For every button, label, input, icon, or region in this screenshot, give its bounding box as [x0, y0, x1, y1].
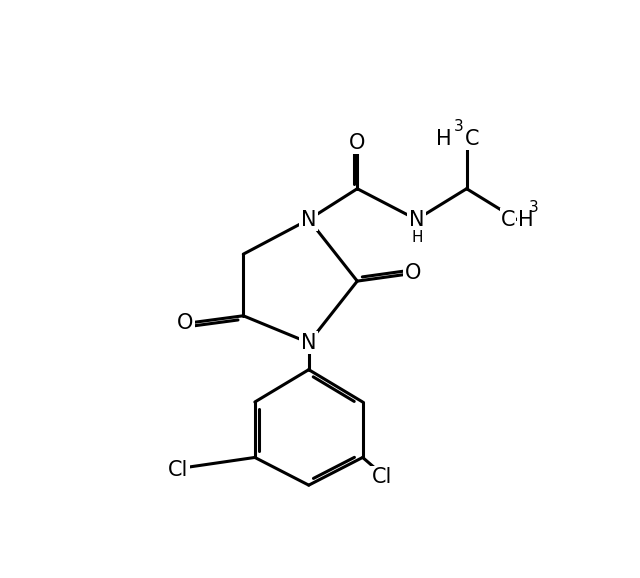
Text: H: H	[412, 229, 423, 244]
Text: 3: 3	[454, 119, 464, 134]
Text: 3: 3	[529, 200, 539, 215]
Text: C: C	[500, 209, 515, 229]
Text: O: O	[404, 264, 421, 283]
Text: O: O	[177, 313, 194, 334]
Text: H: H	[436, 129, 451, 149]
Text: Cl: Cl	[168, 460, 188, 480]
Text: C: C	[465, 129, 479, 149]
Text: Cl: Cl	[372, 468, 392, 487]
Text: N: N	[409, 209, 424, 229]
Text: N: N	[301, 209, 317, 229]
Text: O: O	[349, 132, 365, 153]
Text: N: N	[301, 333, 317, 353]
Text: H: H	[518, 209, 534, 229]
